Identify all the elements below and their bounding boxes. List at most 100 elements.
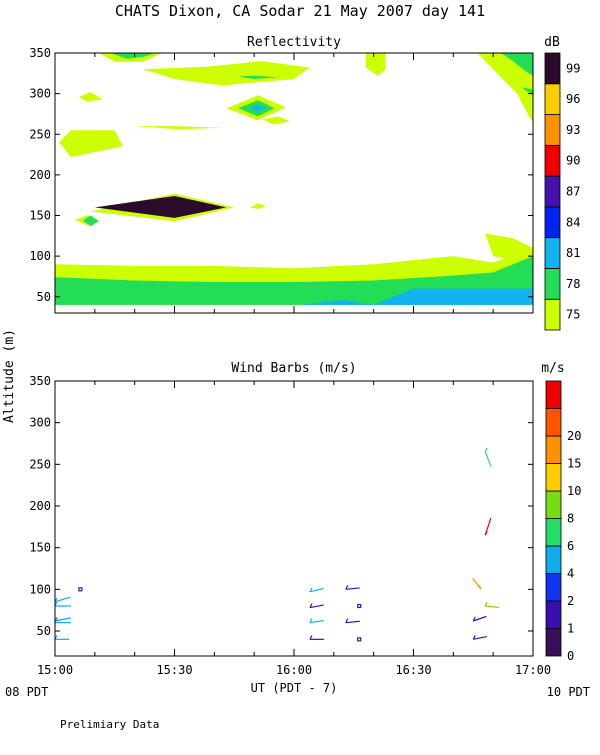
colorbar-swatch xyxy=(544,206,561,239)
wind-barb-13 xyxy=(357,637,362,642)
reflectivity-region-1 xyxy=(485,233,533,265)
x-tick-label: 15:00 xyxy=(37,663,73,677)
reflectivity-region-5 xyxy=(82,215,99,227)
y-tick-label: 250 xyxy=(29,457,51,471)
wind-colorbar-unit: m/s xyxy=(541,361,564,376)
colorbar-swatch xyxy=(545,600,562,629)
colorbar-swatch xyxy=(544,175,561,208)
reflectivity-region-13 xyxy=(238,75,279,79)
colorbar-swatch xyxy=(545,463,562,492)
figure-title: CHATS Dixon, CA Sodar 21 May 2007 day 14… xyxy=(115,2,485,20)
colorbar-label: 8 xyxy=(567,512,574,526)
reflectivity-region-9 xyxy=(59,130,123,157)
colorbar-label: 75 xyxy=(566,308,580,322)
reflectivity-colorbar-unit: dB xyxy=(544,35,560,50)
colorbar-label: 6 xyxy=(567,539,574,553)
colorbar-swatch xyxy=(544,237,561,269)
wind-barb-16 xyxy=(472,577,482,590)
reflectivity-region-12 xyxy=(142,61,310,86)
colorbar-label: 2 xyxy=(567,594,574,608)
colorbar-swatch xyxy=(544,114,561,146)
wind-barb-19 xyxy=(484,447,492,467)
colorbar-label: 99 xyxy=(566,61,580,75)
x-axis-label: UT (PDT - 7) xyxy=(251,681,338,695)
y-tick-label: 100 xyxy=(29,249,51,263)
footer-note: Prelimiary Data xyxy=(60,718,159,731)
y-tick-label: 250 xyxy=(29,127,51,141)
colorbar-label: 87 xyxy=(566,185,580,199)
wind-barb-10 xyxy=(345,585,360,590)
reflectivity-region-19 xyxy=(110,53,155,59)
y-tick-label: 200 xyxy=(29,168,51,182)
wind-colorbar: 0 1 2 4 6 8 10 15 20 xyxy=(545,380,581,663)
reflectivity-region-20 xyxy=(365,53,386,76)
reflectivity-region-3 xyxy=(302,288,533,305)
colorbar-label: 93 xyxy=(566,123,580,137)
end-local-time: 10 PDT xyxy=(547,685,590,699)
y-tick-label: 300 xyxy=(29,416,51,430)
plot-frame xyxy=(54,380,534,657)
y-tick-label: 150 xyxy=(29,541,51,555)
reflectivity-region-17 xyxy=(262,116,290,125)
colorbar-label: 0 xyxy=(567,649,574,663)
x-tick-label: 16:30 xyxy=(395,663,431,677)
colorbar-label: 1 xyxy=(567,622,574,636)
y-tick-label: 50 xyxy=(37,290,51,304)
colorbar-label: 84 xyxy=(566,215,580,229)
x-tick-label: 17:00 xyxy=(515,663,551,677)
wind-barb-6 xyxy=(309,587,324,593)
y-tick-label: 300 xyxy=(29,87,51,101)
wind-barb-15 xyxy=(472,635,488,640)
colorbar-swatch xyxy=(545,628,562,657)
y-tick-label: 100 xyxy=(29,582,51,596)
reflectivity-region-21 xyxy=(477,53,533,123)
colorbar-swatch xyxy=(545,435,562,464)
wind-barb-4 xyxy=(54,635,69,640)
colorbar-label: 78 xyxy=(566,277,580,291)
wind-barb-9 xyxy=(309,635,324,640)
reflectivity-title: Reflectivity xyxy=(247,35,341,50)
wind-barb-8 xyxy=(309,618,324,624)
wind-barb-7 xyxy=(309,603,324,609)
colorbar-label: 4 xyxy=(567,567,574,581)
y-tick-label: 350 xyxy=(29,46,51,60)
y-tick-label: 150 xyxy=(29,209,51,223)
reflectivity-region-8 xyxy=(250,203,267,209)
y-tick-label: 350 xyxy=(29,374,51,388)
colorbar-swatch xyxy=(545,408,562,437)
colorbar-label: 15 xyxy=(567,457,581,471)
colorbar-swatch xyxy=(545,490,562,519)
colorbar-label: 90 xyxy=(566,154,580,168)
colorbar-swatch xyxy=(545,573,562,602)
start-local-time: 08 PDT xyxy=(5,685,48,699)
wind-barb-12 xyxy=(357,603,362,609)
reflectivity-region-10 xyxy=(134,126,223,130)
wind-barb-1 xyxy=(54,601,71,607)
colorbar-swatch xyxy=(544,144,561,177)
reflectivity-region-22 xyxy=(501,53,533,76)
wind-barbs-panel: 50 100 150 200 250 300 350 15:00 15:30 16:00 16:30… xyxy=(29,374,551,677)
wind-barb-0 xyxy=(54,596,71,603)
wind-barb-14 xyxy=(472,615,487,622)
y-axis-label: Altitude (m) xyxy=(2,329,17,423)
reflectivity-colorbar: 75 78 81 84 87 90 93 96 99 xyxy=(544,52,580,331)
colorbar-swatch xyxy=(544,83,561,115)
x-tick-label: 16:00 xyxy=(276,663,312,677)
colorbar-swatch xyxy=(544,52,561,85)
reflectivity-panel: 50 100 150 200 250 300 350 xyxy=(29,46,534,314)
y-tick-label: 200 xyxy=(29,499,51,513)
x-tick-label: 15:30 xyxy=(156,663,192,677)
colorbar-label: 10 xyxy=(567,484,581,498)
wind-barb-18 xyxy=(484,517,492,536)
wind-barb-11 xyxy=(345,618,360,624)
wind-barb-17 xyxy=(484,601,500,608)
reflectivity-region-16 xyxy=(250,105,267,112)
colorbar-swatch xyxy=(544,268,561,300)
colorbar-swatch xyxy=(545,545,562,574)
wind-barb-5 xyxy=(78,587,83,592)
colorbar-swatch xyxy=(544,298,561,331)
colorbar-swatch xyxy=(545,380,562,409)
colorbar-label: 20 xyxy=(567,429,581,443)
colorbar-label: 96 xyxy=(566,92,580,106)
